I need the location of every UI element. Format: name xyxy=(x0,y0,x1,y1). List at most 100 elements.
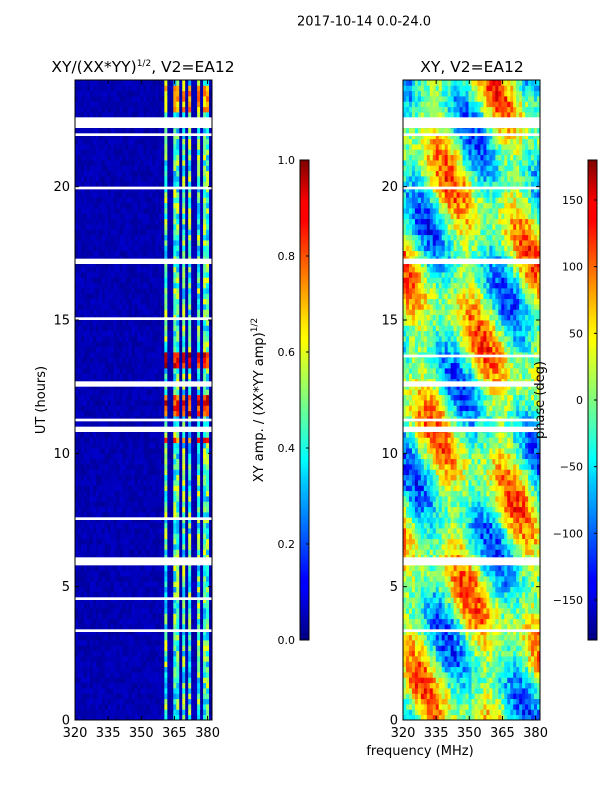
heatmap-cell xyxy=(122,229,127,236)
heatmap-cell xyxy=(182,304,186,310)
heatmap-cell xyxy=(116,197,121,204)
heatmap-cell xyxy=(197,485,201,492)
heatmap-cell xyxy=(95,405,100,412)
heatmap-cell xyxy=(83,618,88,625)
heatmap-cell xyxy=(170,149,174,156)
heatmap-cell xyxy=(176,624,180,630)
heatmap-cell xyxy=(101,309,106,316)
heatmap-cell xyxy=(125,672,130,678)
heatmap-cell xyxy=(107,474,112,481)
heatmap-cell xyxy=(197,640,201,646)
heatmap-cell xyxy=(167,266,171,273)
heatmap-cell xyxy=(101,448,106,454)
heatmap-cell xyxy=(203,218,207,225)
heatmap-cell xyxy=(143,496,147,502)
heatmap-cell xyxy=(194,538,198,545)
heatmap-cell xyxy=(158,357,162,364)
heatmap-cell xyxy=(188,394,192,401)
heatmap-cell xyxy=(137,634,141,641)
heatmap-cell xyxy=(137,682,141,689)
heatmap-cell xyxy=(128,677,132,684)
heatmap-cell xyxy=(167,464,171,470)
heatmap-cell xyxy=(104,309,109,316)
heatmap-cell xyxy=(140,432,144,438)
heatmap-cell xyxy=(113,656,118,662)
heatmap-cell xyxy=(164,458,168,465)
heatmap-cell xyxy=(194,245,198,252)
heatmap-cell xyxy=(98,154,103,161)
heatmap-cell xyxy=(131,154,135,161)
heatmap-cell xyxy=(134,640,138,646)
heatmap-cell xyxy=(119,272,124,278)
heatmap-cell xyxy=(209,474,213,481)
heatmap-cell xyxy=(158,373,162,380)
heatmap-cell xyxy=(179,266,183,273)
heatmap-cell xyxy=(140,389,144,396)
heatmap-cell xyxy=(143,421,147,428)
heatmap-cell xyxy=(107,357,112,364)
heatmap-cell xyxy=(95,528,100,534)
heatmap-cell xyxy=(149,576,153,582)
heatmap-cell xyxy=(86,138,91,145)
heatmap-cell xyxy=(140,437,144,444)
heatmap-cell xyxy=(86,677,91,684)
heatmap-cell xyxy=(170,202,174,209)
heatmap-cell xyxy=(209,394,213,401)
heatmap-cell xyxy=(128,234,132,241)
heatmap-cell xyxy=(128,389,132,396)
heatmap-cell xyxy=(155,544,159,550)
heatmap-cell xyxy=(107,549,112,556)
heatmap-cell xyxy=(203,202,207,209)
heatmap-cell xyxy=(179,368,183,374)
heatmap-cell xyxy=(173,320,177,326)
heatmap-cell xyxy=(200,453,204,460)
heatmap-cell xyxy=(137,224,141,230)
heatmap-cell xyxy=(200,181,204,188)
heatmap-cell xyxy=(95,442,100,449)
heatmap-cell xyxy=(134,474,138,481)
heatmap-cell xyxy=(116,464,121,470)
heatmap-cell xyxy=(206,405,210,412)
heatmap-cell xyxy=(149,506,153,513)
heatmap-cell xyxy=(137,165,141,172)
heatmap-cell xyxy=(161,592,165,598)
heatmap-cell xyxy=(188,224,192,230)
heatmap-cell xyxy=(197,533,201,540)
heatmap-cell xyxy=(146,586,150,593)
heatmap-cell xyxy=(122,213,127,220)
heatmap-cell xyxy=(86,186,91,193)
heatmap-cell xyxy=(110,346,115,353)
heatmap-cell xyxy=(143,357,147,364)
heatmap-cell xyxy=(119,592,124,598)
heatmap-cell xyxy=(137,288,141,294)
heatmap-cell xyxy=(104,298,109,305)
heatmap-cell xyxy=(95,677,100,684)
heatmap-cell xyxy=(119,650,124,657)
heatmap-cell xyxy=(206,293,210,300)
heatmap-cell xyxy=(128,320,132,326)
heatmap-cell xyxy=(113,533,118,540)
heatmap-cell xyxy=(128,154,132,161)
heatmap-cell xyxy=(185,581,189,588)
heatmap-cell xyxy=(194,714,198,721)
heatmap-cell xyxy=(101,458,106,465)
heatmap-cell xyxy=(206,373,210,380)
heatmap-cell xyxy=(179,442,183,449)
heatmap-cell xyxy=(140,282,144,289)
heatmap-cell xyxy=(110,666,115,673)
heatmap-cell xyxy=(188,464,192,470)
heatmap-cell xyxy=(137,250,141,257)
heatmap-cell xyxy=(104,410,109,417)
heatmap-cell xyxy=(89,368,94,374)
heatmap-cell xyxy=(77,629,82,636)
heatmap-cell xyxy=(119,245,124,252)
heatmap-cell xyxy=(149,629,153,636)
heatmap-cell xyxy=(173,602,177,609)
heatmap-cell xyxy=(140,186,144,193)
heatmap-cell xyxy=(197,672,201,678)
heatmap-cell xyxy=(128,293,132,300)
heatmap-cell xyxy=(89,629,94,636)
heatmap-cell xyxy=(203,634,207,641)
heatmap-cell xyxy=(191,677,195,684)
heatmap-cell xyxy=(77,432,82,438)
